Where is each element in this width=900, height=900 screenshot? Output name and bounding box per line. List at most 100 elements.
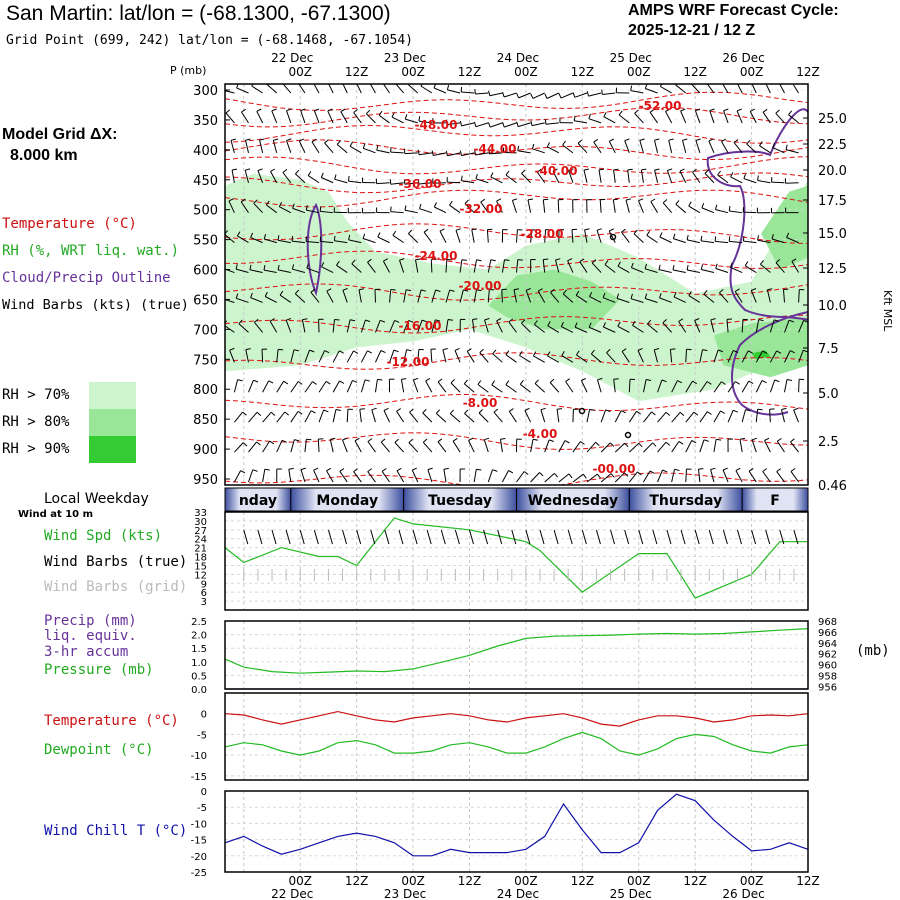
wind-barb — [723, 110, 729, 124]
wind-barb-flag — [776, 350, 782, 354]
wind-barb — [399, 260, 405, 273]
wind-barb-flag — [435, 409, 441, 414]
wind-barb-flag — [502, 122, 505, 128]
wind-barb-flag — [588, 322, 592, 328]
wind-barb-flag — [539, 472, 544, 477]
wind-barb-flag — [757, 408, 763, 411]
wind-barb-flag — [371, 407, 377, 411]
wind-barb — [659, 236, 672, 244]
wind-barb — [710, 469, 715, 483]
time-hour-label: 12Z — [571, 874, 595, 888]
wind-barb-flag — [492, 349, 497, 355]
wind-barb-flag — [544, 119, 547, 125]
wind-barb — [612, 199, 616, 213]
wind-barb — [248, 441, 257, 453]
wind-barb-flag — [240, 198, 246, 203]
pressure-tick-label: 850 — [193, 413, 218, 428]
wind-barb — [411, 469, 419, 483]
wind-barb — [550, 292, 560, 303]
wind-barb — [505, 174, 517, 184]
pressure-tick-label: 550 — [193, 234, 218, 249]
wind-barb-flag — [327, 108, 333, 112]
legend-rh70-label: RH > 70% — [2, 387, 70, 403]
wind-barb-flag — [772, 142, 776, 148]
wind-barb-flag — [707, 411, 712, 415]
surface-wind-barb — [483, 529, 489, 545]
wind-barb — [599, 199, 602, 213]
panel-right-tick-label: 964 — [818, 639, 837, 650]
wind-barb-flag — [292, 203, 295, 209]
wind-barb-flag — [709, 108, 715, 112]
wind-barb-flag — [394, 319, 400, 323]
height-tick-label: 5.0 — [818, 387, 839, 402]
surface-wind-barb — [793, 529, 799, 545]
wind-barb-flag — [678, 318, 684, 322]
wind-barb — [321, 177, 334, 184]
wind-barb — [530, 229, 533, 243]
wind-barb-flag — [747, 350, 753, 354]
wind-barb-flag — [672, 233, 676, 239]
wind-barb-flag — [505, 350, 510, 356]
wind-barb — [568, 170, 574, 183]
wind-barb-flag — [791, 258, 797, 262]
wind-barb — [417, 319, 423, 333]
wind-barb-flag — [320, 172, 324, 178]
wind-barb-flag — [722, 467, 728, 471]
wind-barb — [282, 172, 292, 184]
wind-barb — [765, 84, 771, 94]
wind-barb — [492, 353, 503, 363]
wind-barb — [699, 349, 703, 363]
panel-tick-label: -5 — [197, 730, 207, 741]
isotherm-label: -16.00 — [399, 319, 442, 333]
temperature-legend: Temperature (°C) — [44, 713, 179, 729]
wind-barb — [646, 234, 658, 244]
wind-barb-flag — [650, 198, 656, 202]
wind-barb-flag — [803, 349, 808, 353]
wind-barb-flag — [500, 438, 506, 440]
wind-barb — [755, 409, 759, 423]
panel-tick-label: 0.5 — [191, 671, 207, 682]
wind-barb — [621, 351, 630, 363]
wind-barb-flag — [409, 408, 414, 413]
wind-barb — [726, 319, 729, 333]
wind-barb-flag — [326, 467, 332, 472]
isotherm-label: -12.00 — [387, 355, 430, 369]
wind-barb — [657, 469, 663, 483]
pressure-tick-label: 750 — [193, 353, 218, 368]
wind-barb — [304, 410, 312, 423]
wind-barb-flag — [417, 179, 420, 185]
wind-barb — [544, 439, 550, 453]
wind-barb — [715, 240, 729, 244]
panel-tick-label: 0 — [201, 787, 207, 798]
wind-barb — [473, 289, 477, 303]
wind-barb-flag — [714, 236, 717, 242]
wind-barb-flag — [675, 200, 680, 205]
wind-barb — [408, 442, 419, 453]
wind-barb — [733, 142, 743, 154]
wind-barb — [471, 229, 475, 243]
cloud-point — [624, 431, 632, 439]
wind-barb-flag — [288, 467, 294, 470]
wind-barb — [769, 350, 778, 363]
wind-barb-flag — [278, 348, 284, 351]
wind-barb — [628, 442, 640, 453]
wind-barb-flag — [324, 350, 330, 354]
wind-barb — [679, 170, 687, 183]
surface-wind-barb — [454, 529, 460, 545]
surface-wind-barb — [384, 529, 390, 545]
wind-barb — [450, 382, 461, 393]
wind-barb — [329, 439, 334, 453]
isotherm-line — [225, 432, 808, 450]
wind-barb — [741, 319, 744, 333]
panel-border — [224, 511, 809, 611]
time-hour-label: 00Z — [627, 65, 651, 79]
wind-barb — [360, 350, 368, 363]
wind-barb-flag — [298, 79, 302, 82]
wind-barb — [225, 233, 235, 243]
wind-barb — [503, 92, 517, 98]
wind-barb-flag — [254, 318, 259, 323]
wind-barb-flag — [273, 138, 279, 141]
wind-barb-flag — [251, 84, 254, 87]
wind-barb — [342, 84, 348, 94]
wind-barb — [306, 241, 320, 244]
